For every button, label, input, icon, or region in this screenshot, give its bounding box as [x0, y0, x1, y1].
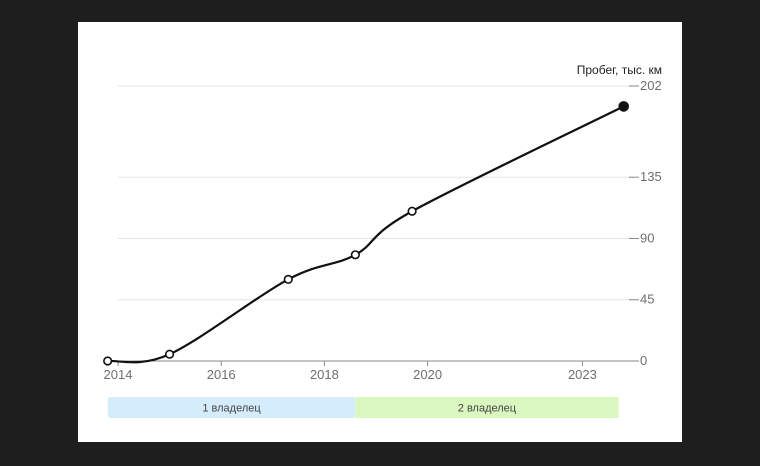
y-tick-label: 45: [640, 292, 654, 307]
x-tick-label: 2014: [104, 367, 133, 382]
data-point: [407, 206, 417, 216]
y-tick-label: 202: [640, 78, 662, 93]
mileage-chart: 0 45 90 135 202 2014 2016 2018 2020 2023 Пробег, …: [103, 63, 662, 418]
x-tick-label: 2016: [207, 367, 236, 382]
data-point: [283, 274, 293, 284]
x-tick-label: 2018: [310, 367, 339, 382]
axis-layer: 0 45 90 135 202 2014 2016 2018 2020 2023: [104, 78, 662, 382]
data-point: [103, 356, 113, 366]
ownership-label: 2 владелец: [458, 403, 517, 415]
y-tick-label: 135: [640, 169, 662, 184]
y-axis-title: Пробег, тыс. км: [577, 63, 662, 77]
y-tick-label: 0: [640, 353, 647, 368]
data-point: [618, 101, 629, 112]
ownership-segment: [107, 397, 356, 418]
data-points: [103, 101, 629, 366]
y-tick-label: 90: [640, 230, 654, 245]
x-tick-label: 2020: [413, 367, 442, 382]
mileage-line: [107, 105, 625, 364]
chart-card: 0 45 90 135 202 2014 2016 2018 2020 2023 Пробег, …: [78, 22, 682, 442]
grid-layer: [118, 85, 634, 362]
x-tick-label: 2023: [568, 367, 597, 382]
ownership-segment: [355, 397, 619, 418]
data-point: [164, 349, 175, 359]
ownership-band: 1 владелец 2 владелец: [107, 397, 619, 418]
ownership-label: 1 владелец: [202, 403, 261, 415]
data-point: [350, 250, 360, 260]
